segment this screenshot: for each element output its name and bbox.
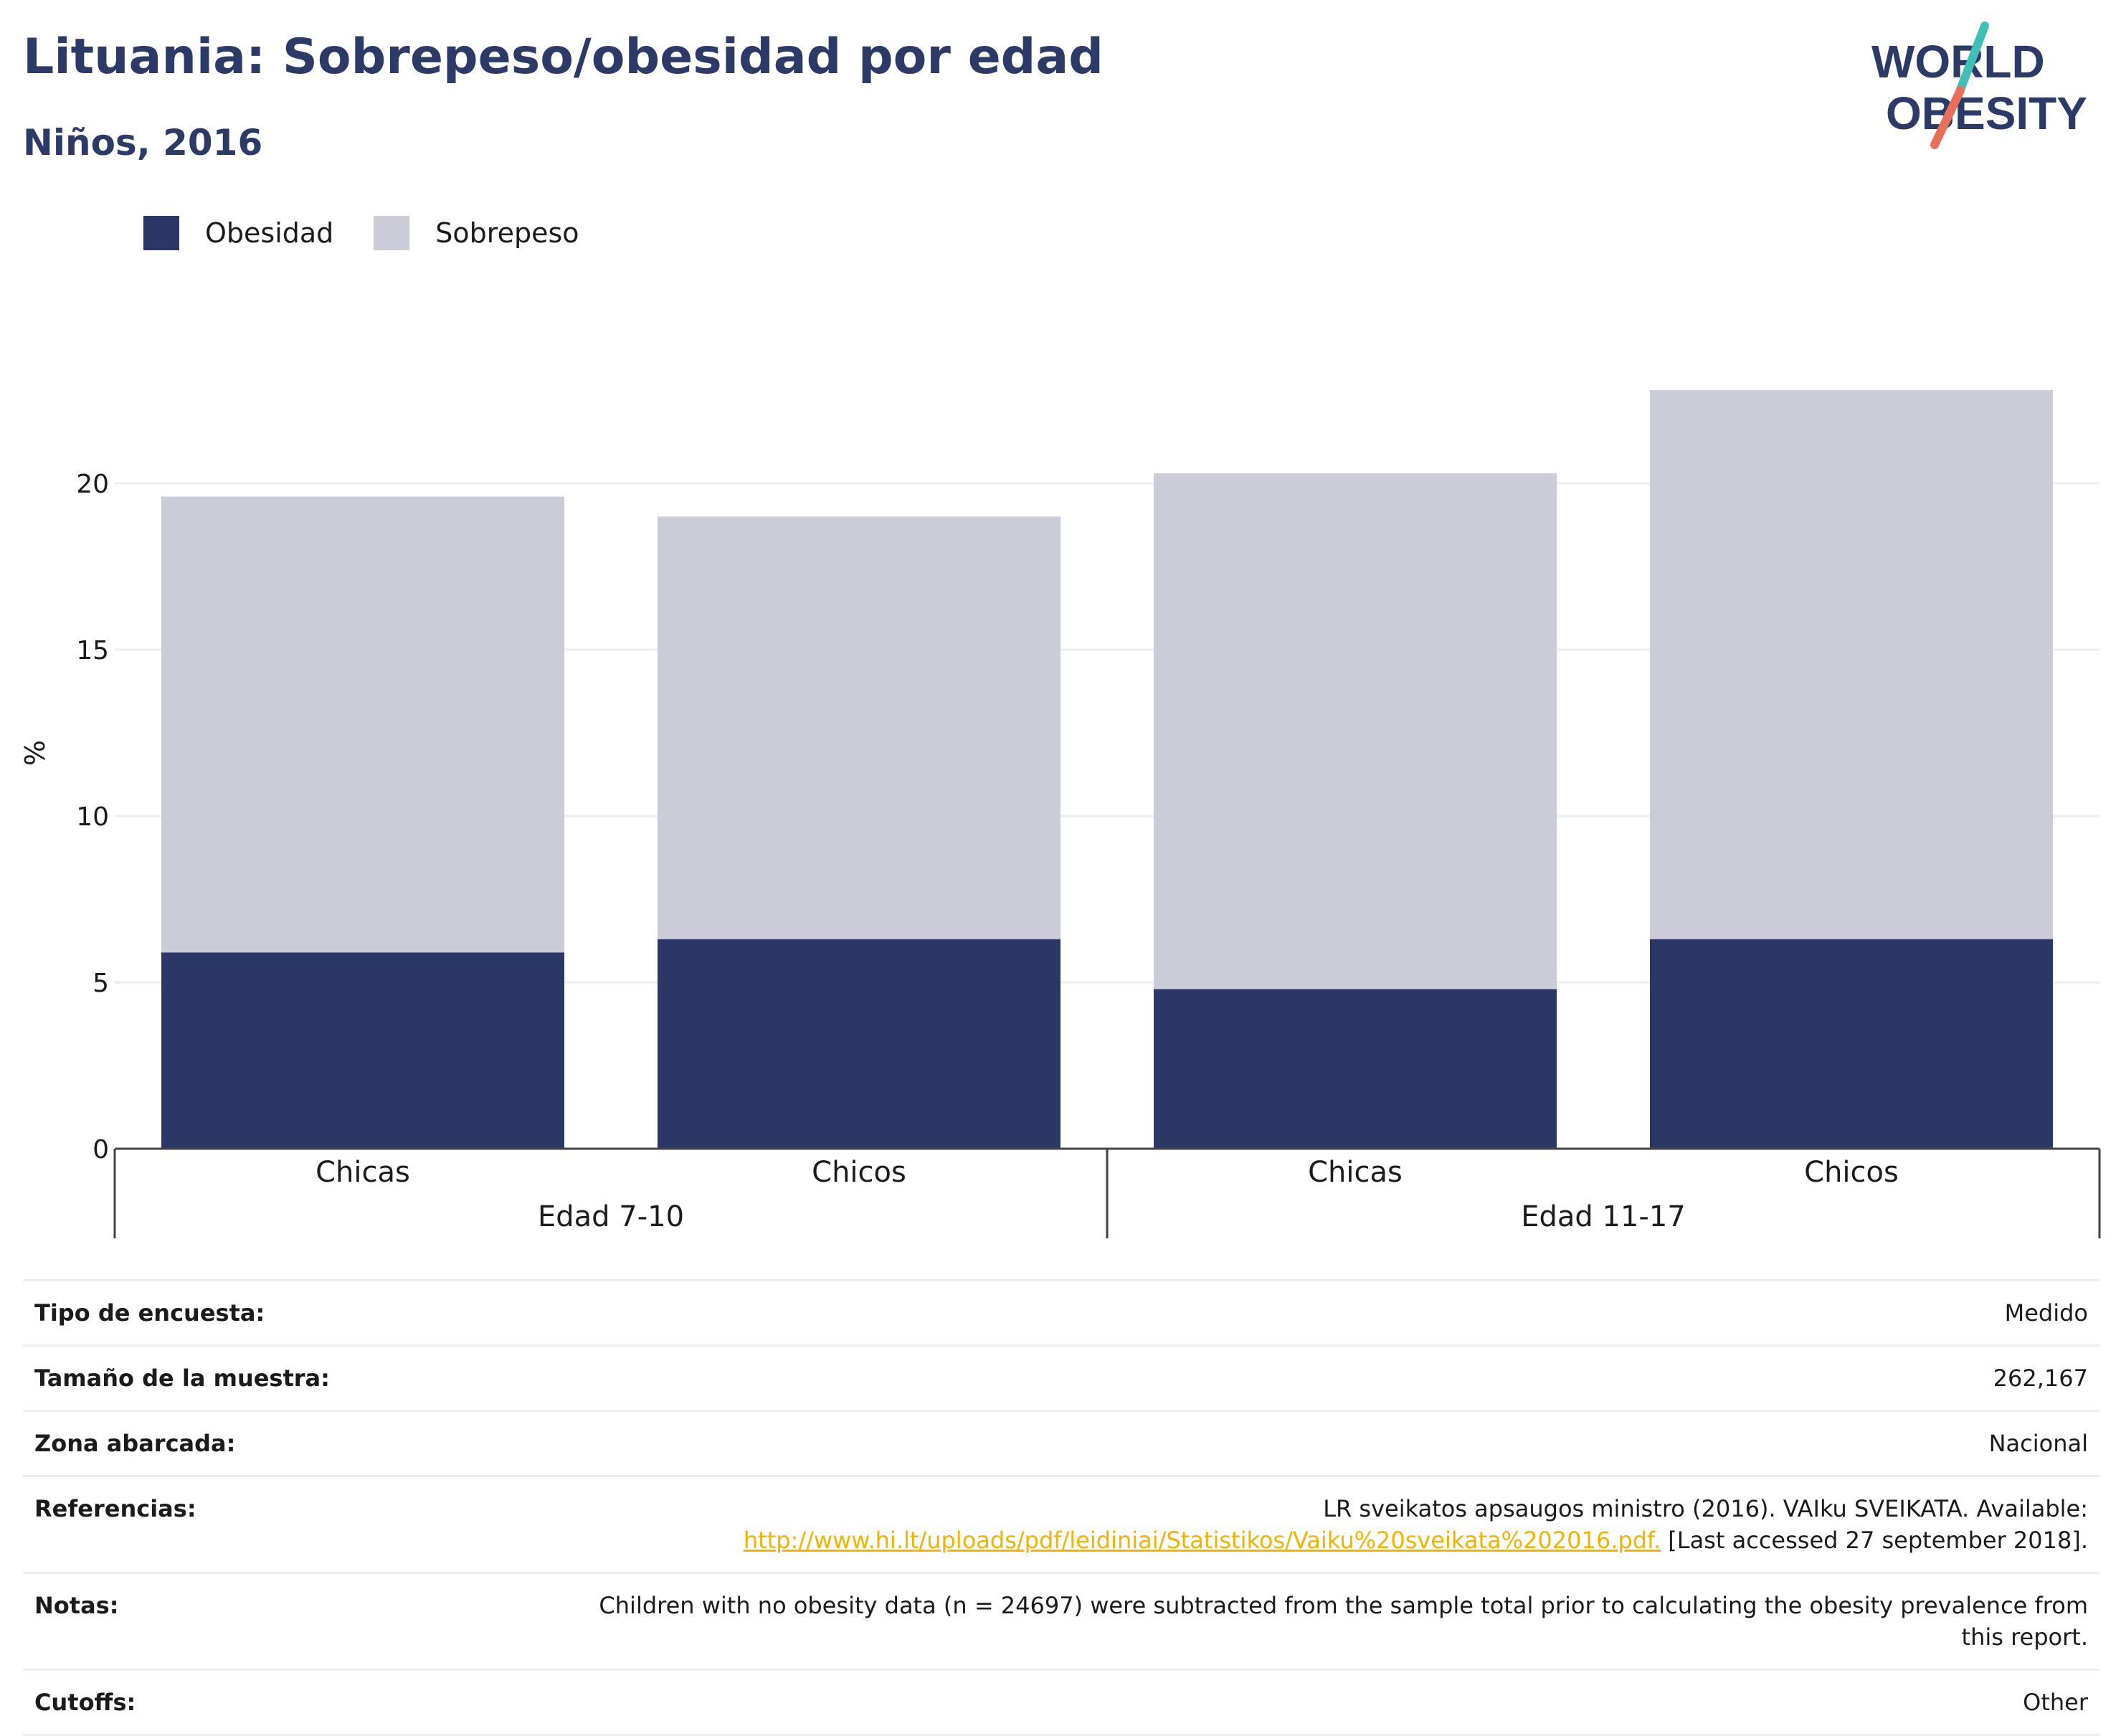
axes: 0 5 10 15 20 Chicas Chicos Chicas Chicos Edad 7-1… (76, 470, 2101, 1238)
bar-obesity (1154, 989, 1557, 1149)
info-value: Children with no obesity data (n = 24697… (548, 1572, 2099, 1670)
chart-subtitle: Niños, 2016 (23, 122, 263, 163)
bar-obesity (658, 939, 1060, 1149)
bars (161, 390, 2053, 1149)
x-tick-label: Chicos (812, 1156, 906, 1189)
bar-overweight (1650, 390, 2053, 939)
info-label: Tamaño de la muestra: (23, 1344, 548, 1411)
logo-text-line1: WORLD (1871, 36, 2045, 87)
legend-swatch-overweight (374, 216, 410, 250)
reference-link[interactable]: http://www.hi.lt/uploads/pdf/leidiniai/S… (743, 1527, 1661, 1554)
info-row-sample-size: Tamaño de la muestra: 262,167 (23, 1344, 2099, 1411)
info-value: Nacional (548, 1410, 2099, 1476)
info-row-references: Referencias: LR sveikatos apsaugos minis… (23, 1475, 2099, 1573)
bar-obesity (1650, 939, 2053, 1149)
info-label: Cutoffs: (23, 1669, 548, 1736)
y-tick-label: 5 (92, 969, 109, 998)
y-tick-label: 0 (92, 1135, 109, 1165)
logo-slash-bottom (1930, 86, 1965, 149)
reference-text: LR sveikatos apsaugos ministro (2016). V… (1323, 1495, 2088, 1522)
y-tick-label: 15 (76, 636, 109, 665)
info-row-cutoffs: Cutoffs: Other (23, 1669, 2099, 1736)
world-obesity-logo: WORLD OBESITY (1871, 22, 2087, 149)
info-value: Medido (548, 1279, 2099, 1346)
stacked-bar-chart: 0 5 10 15 20 Chicas Chicos Chicas Chicos Edad 7-1… (19, 390, 2101, 1238)
info-value: Other (548, 1669, 2099, 1736)
x-group-label: Edad 11-17 (1521, 1200, 1686, 1233)
info-row-survey-type: Tipo de encuesta: Medido (23, 1279, 2099, 1346)
bar-overweight (658, 516, 1060, 939)
bar-overweight (1154, 473, 1557, 990)
y-axis-label: % (19, 740, 51, 766)
reference-suffix: [Last accessed 27 september 2018]. (1668, 1527, 2088, 1554)
info-row-notes: Notas: Children with no obesity data (n … (23, 1572, 2099, 1670)
legend-label-overweight: Sobrepeso (435, 217, 579, 249)
info-label: Zona abarcada: (23, 1410, 548, 1476)
chart-title: Lituania: Sobrepeso/obesidad por edad (23, 29, 1104, 85)
info-value: LR sveikatos apsaugos ministro (2016). V… (548, 1475, 2099, 1573)
info-value: 262,167 (548, 1344, 2099, 1411)
chart-legend: Obesidad Sobrepeso (143, 212, 620, 255)
info-label: Notas: (23, 1572, 548, 1670)
legend-label-obesity: Obesidad (205, 217, 334, 249)
x-tick-label: Chicos (1804, 1156, 1899, 1189)
info-label: Referencias: (23, 1475, 548, 1573)
x-tick-label: Chicas (1308, 1156, 1403, 1189)
y-tick-label: 10 (76, 802, 109, 832)
survey-info-table: Tipo de encuesta: Medido Tamaño de la mu… (23, 1279, 2099, 1736)
bar-overweight (161, 496, 564, 953)
y-tick-label: 20 (76, 470, 109, 499)
bar-obesity (161, 952, 564, 1149)
legend-swatch-obesity (143, 216, 179, 250)
logo-slash-top (1955, 22, 1989, 98)
legend-item-overweight[interactable]: Sobrepeso (374, 216, 579, 250)
x-tick-label: Chicas (315, 1156, 410, 1189)
legend-item-obesity[interactable]: Obesidad (143, 216, 333, 250)
info-label: Tipo de encuesta: (23, 1279, 548, 1346)
logo-text-line2: OBESITY (1886, 87, 2087, 139)
info-row-area: Zona abarcada: Nacional (23, 1410, 2099, 1476)
x-group-label: Edad 7-10 (538, 1200, 684, 1233)
